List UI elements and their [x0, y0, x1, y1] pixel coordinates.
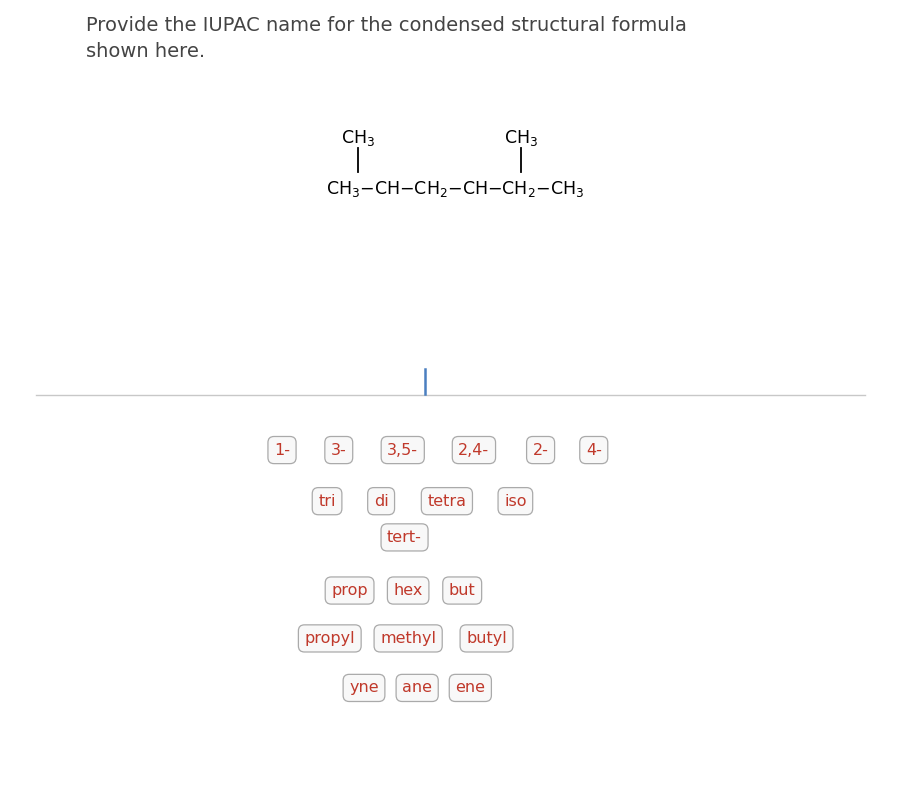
Text: ane: ane: [402, 681, 432, 696]
Text: 3-: 3-: [331, 442, 347, 457]
Text: ene: ene: [455, 681, 486, 696]
Text: 2-: 2-: [532, 442, 549, 457]
Text: tert-: tert-: [387, 530, 422, 545]
Text: tri: tri: [318, 493, 336, 508]
Text: CH$_3$−CH−CH$_2$−CH−CH$_2$−CH$_3$: CH$_3$−CH−CH$_2$−CH−CH$_2$−CH$_3$: [326, 179, 584, 199]
Text: butyl: butyl: [466, 631, 507, 646]
Text: prop: prop: [332, 583, 368, 598]
Text: yne: yne: [350, 681, 378, 696]
Text: tetra: tetra: [427, 493, 467, 508]
Text: iso: iso: [505, 493, 526, 508]
Text: CH$_3$: CH$_3$: [341, 128, 375, 148]
Text: propyl: propyl: [305, 631, 355, 646]
Text: di: di: [374, 493, 388, 508]
Text: Provide the IUPAC name for the condensed structural formula
shown here.: Provide the IUPAC name for the condensed…: [86, 16, 687, 61]
Text: CH$_3$: CH$_3$: [504, 128, 538, 148]
Text: 2,4-: 2,4-: [459, 442, 489, 457]
Text: 3,5-: 3,5-: [387, 442, 418, 457]
Text: 1-: 1-: [274, 442, 290, 457]
Text: hex: hex: [394, 583, 423, 598]
Text: methyl: methyl: [380, 631, 436, 646]
Text: 4-: 4-: [586, 442, 602, 457]
Text: but: but: [449, 583, 476, 598]
